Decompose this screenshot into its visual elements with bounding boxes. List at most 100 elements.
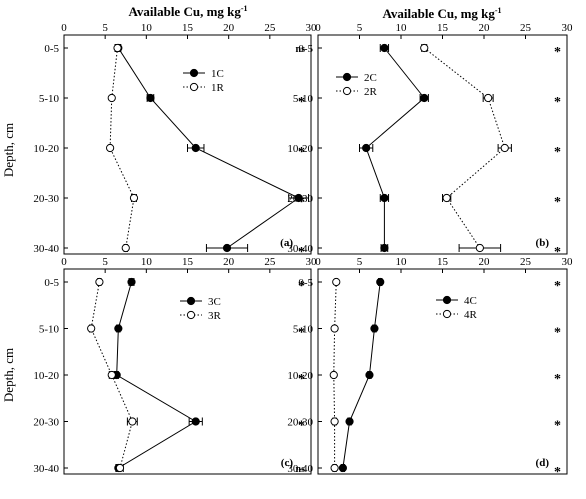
panel-3-data-point — [114, 324, 123, 333]
panel-1-legend-entry: 1R — [211, 82, 225, 94]
panel-2-series-line — [423, 47, 506, 249]
panel-3-legend-entry: 3C — [208, 296, 221, 308]
panel-1-significance: * — [298, 95, 305, 110]
panel-4-significance: * — [554, 326, 561, 341]
panel-3-data-point — [107, 370, 116, 380]
panel-4-data-point — [332, 277, 341, 287]
panel-2-x-tick-label: 25 — [520, 22, 532, 34]
panel-3-data-point — [128, 417, 137, 426]
panel-3-series-line — [116, 281, 197, 469]
panel-3-x-tick-label: 15 — [182, 256, 194, 268]
panel-2: 0 5 10 15 20 25 300-5 *5-10 *10-20 *20-30 *30-40 *2… — [287, 22, 573, 260]
panel-1-depth-label: 20-30 — [33, 193, 59, 205]
panel-3-legend-entry: 3R — [208, 310, 222, 322]
panel-4-series-line — [333, 281, 337, 468]
panel-1-x-tick-label: 25 — [264, 22, 276, 34]
panel-3: 0 5 10 15 20 25 300-5 *5-10 *10-20 *20-30 *30-40 ns… — [33, 256, 317, 475]
panel-4-series-4r — [329, 277, 341, 473]
panel-4-data-point — [330, 417, 339, 426]
panel-2-data-point — [484, 93, 493, 103]
panel-1-depth-label: 0-5 — [44, 43, 59, 55]
panel-1-depth-label: 30-40 — [33, 243, 59, 255]
panel-2-x-tick-label: 10 — [396, 22, 408, 34]
panel-4-data-point — [376, 277, 385, 287]
panel-4-significance: * — [554, 372, 561, 387]
panel-4-x-tick-label: 0 — [315, 256, 321, 268]
panel-4-depth-label: 5-10 — [293, 324, 314, 336]
panel-4-data-point — [330, 463, 339, 473]
panel-4-x-tick-label: 10 — [396, 256, 408, 268]
panel-4-legend-marker — [442, 309, 452, 319]
panel-2-legend-entry: 2C — [364, 72, 377, 84]
panel-4-label: (d) — [536, 457, 550, 469]
panel-4-data-point — [365, 370, 374, 380]
panel-2-significance: * — [554, 45, 561, 60]
panel-1-series-line — [109, 47, 135, 249]
panel-1-legend-entry: 1C — [211, 68, 224, 80]
panel-3-depth-label: 5-10 — [39, 324, 60, 336]
panel-1-depth-label: 5-10 — [39, 93, 60, 105]
panel-4-significance: * — [554, 419, 561, 434]
panel-3-x-tick-label: 10 — [141, 256, 153, 268]
panel-2-data-point — [442, 193, 451, 203]
panel-2-data-point — [380, 243, 389, 253]
panel-4-x-tick-label: 30 — [562, 256, 574, 268]
y-axis-title-top: Depth, cm — [1, 123, 16, 177]
panel-3-x-tick-label: 30 — [306, 256, 318, 268]
panel-3-depth-label: 0-5 — [44, 277, 59, 289]
panel-1-x-tick-label: 20 — [223, 22, 235, 34]
panel-1-series-1r — [106, 43, 139, 253]
panel-1-x-tick-label: 10 — [141, 22, 153, 34]
panel-3-series-3r — [87, 277, 138, 473]
panel-4-x-tick-label: 20 — [479, 256, 491, 268]
panel-4-depth-label: 20-30 — [287, 417, 313, 429]
panel-1-data-point — [121, 243, 130, 253]
panel-2-legend-marker — [342, 86, 352, 96]
x-axis-title-left: Available Cu, mg kg-1 — [128, 4, 247, 19]
panel-1-data-point — [191, 143, 200, 153]
panel-2-significance: * — [554, 95, 561, 110]
panel-2-x-tick-label: 15 — [437, 22, 449, 34]
panel-4-significance: * — [554, 279, 561, 294]
panel-2-depth-label: 10-20 — [287, 143, 313, 155]
y-axis-title-bottom: Depth, cm — [1, 348, 16, 402]
panel-1-data-point — [113, 43, 122, 53]
panel-2-data-point — [420, 43, 429, 53]
panel-2-series-2c — [359, 43, 429, 253]
panel-2-series-2r — [420, 43, 512, 253]
panel-3-significance: * — [298, 326, 305, 341]
panel-3-data-point — [127, 277, 136, 287]
panel-4-legend-marker — [442, 295, 452, 305]
panel-1-depth-label: 10-20 — [33, 143, 59, 155]
panel-2-data-point — [380, 193, 389, 203]
panel-2-depth-label: 5-10 — [293, 93, 314, 105]
panel-3-x-tick-label: 0 — [61, 256, 67, 268]
panel-1-significance: ns — [296, 44, 306, 55]
panel-2-x-tick-label: 5 — [357, 22, 363, 34]
panel-2-data-point — [380, 43, 389, 53]
panel-4-series-4c — [338, 277, 385, 473]
panel-1-data-point — [107, 93, 116, 103]
panel-2-significance: * — [554, 245, 561, 260]
panel-4-legend-entry: 4C — [464, 295, 477, 307]
panel-3-series-3c — [112, 277, 203, 473]
panel-2-data-point — [362, 143, 371, 153]
panel-3-legend-marker — [186, 296, 196, 306]
panel-3-data-point — [191, 417, 200, 426]
panel-2-x-tick-label: 20 — [479, 22, 491, 34]
panel-2-x-tick-label: 0 — [315, 22, 321, 34]
panel-3-data-point — [95, 277, 104, 287]
panel-4-depth-label: 30-40 — [287, 463, 313, 475]
panel-1-series-line — [117, 47, 300, 249]
panel-2-depth-label: 20-30 — [287, 193, 313, 205]
panel-3-label: (c) — [281, 457, 294, 469]
panel-3-x-tick-label: 5 — [102, 256, 108, 268]
panel-3-depth-label: 30-40 — [33, 463, 59, 475]
panel-3-significance: * — [298, 279, 305, 294]
panel-2-legend-marker — [342, 72, 352, 82]
panel-4-significance: * — [554, 465, 561, 480]
panel-2-data-point — [420, 93, 429, 103]
panel-3-significance: * — [298, 419, 305, 434]
panel-3-x-tick-label: 25 — [264, 256, 276, 268]
